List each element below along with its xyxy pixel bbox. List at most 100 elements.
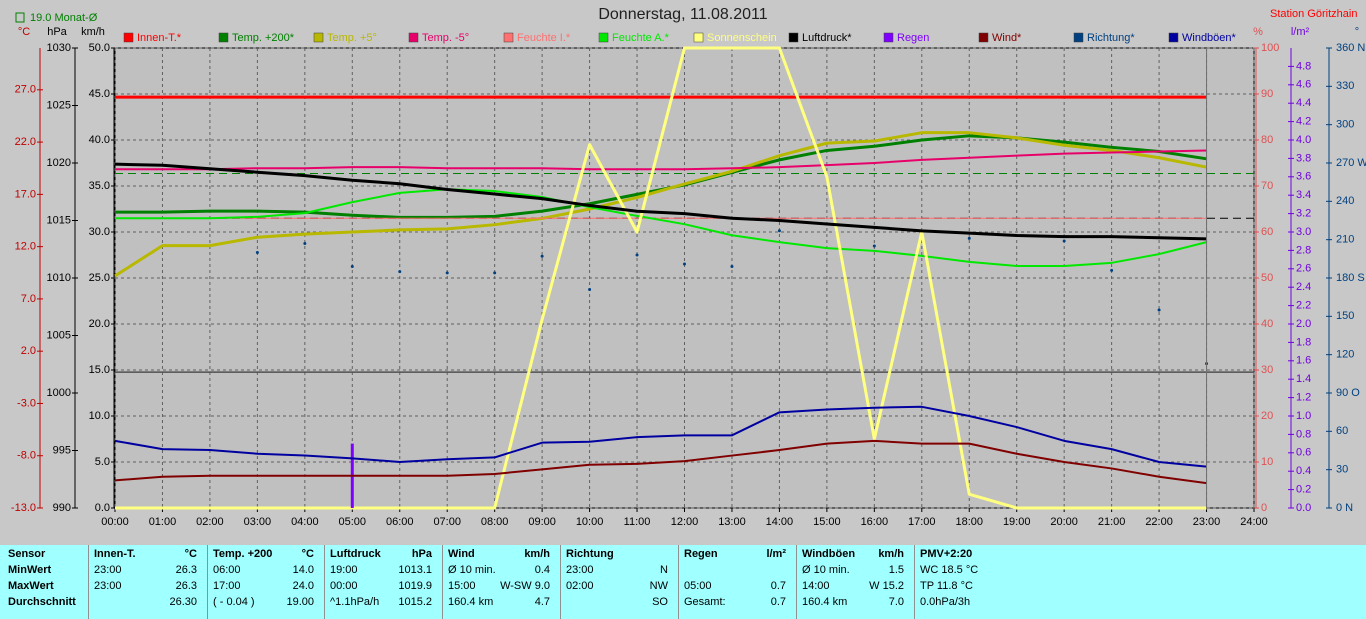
y-tick-label: 45.0 xyxy=(89,88,110,100)
y-tick-label: 40 xyxy=(1261,318,1273,330)
cell-value: SO xyxy=(652,596,668,608)
cell-label: 06:00 xyxy=(213,564,241,576)
series-line xyxy=(114,439,1207,485)
y-tick-label: 2.0 xyxy=(21,345,36,357)
y-tick-label: 1.8 xyxy=(1296,336,1311,348)
x-tick-label: 07:00 xyxy=(433,516,461,528)
y-tick-label: 30.0 xyxy=(89,226,110,238)
direction-dot xyxy=(777,229,781,233)
y-tick-label: 120 xyxy=(1336,349,1354,361)
legend-label: Temp. +5° xyxy=(327,32,377,44)
x-tick-label: 11:00 xyxy=(624,516,651,528)
y-tick-label: 3.2 xyxy=(1296,208,1311,220)
cell-value: W-SW 9.0 xyxy=(500,580,550,592)
row-label: MinWert xyxy=(8,564,52,576)
y-tick-label: 0.0 xyxy=(1296,502,1311,514)
cell-label: ^1.1hPa/h xyxy=(330,596,380,608)
y-tick-label: 0 N xyxy=(1336,502,1353,514)
legend-swatch xyxy=(408,32,419,43)
y-tick-label: 25.0 xyxy=(89,272,110,284)
y-tick-label: 1.6 xyxy=(1296,355,1311,367)
y-tick-label: 60 xyxy=(1261,226,1273,238)
y-tick-label: 100 xyxy=(1261,42,1279,54)
y-tick-label: 0.6 xyxy=(1296,447,1311,459)
legend-label: Richtung* xyxy=(1087,32,1135,44)
direction-dot xyxy=(730,265,734,268)
y-tick-label: 0 xyxy=(1261,502,1267,514)
column-separator xyxy=(324,545,325,619)
column-separator xyxy=(560,545,561,619)
x-tick-label: 16:00 xyxy=(861,516,889,528)
y-tick-label: 3.0 xyxy=(1296,226,1311,238)
axis-unit: ° xyxy=(1355,26,1359,38)
y-tick-label: 3.4 xyxy=(1296,189,1311,201)
cell-label: 160.4 km xyxy=(802,596,848,608)
legend-swatch xyxy=(788,32,799,43)
cell-value: 19.00 xyxy=(286,596,314,608)
column-header: Wind xyxy=(448,548,475,560)
y-tick-label: 40.0 xyxy=(89,134,110,146)
direction-dot xyxy=(303,242,307,245)
column-separator xyxy=(88,545,89,619)
column-separator xyxy=(914,545,915,619)
row-label: Sensor xyxy=(8,548,46,560)
y-tick-label: 4.2 xyxy=(1296,116,1311,128)
x-tick-label: 01:00 xyxy=(149,516,177,528)
legend-swatch xyxy=(598,32,609,43)
y-tick-label: 270 W xyxy=(1336,157,1366,169)
column-header: Regen xyxy=(684,548,718,560)
legend-swatch xyxy=(883,32,894,43)
column-header: Windböen xyxy=(802,548,856,560)
cell-label: 19:00 xyxy=(330,564,358,576)
direction-dot xyxy=(540,254,544,258)
x-tick-label: 12:00 xyxy=(671,516,699,528)
y-tick-label: 35.0 xyxy=(89,180,110,192)
cell-label: Ø 10 min. xyxy=(802,564,850,576)
legend-label: Windböen* xyxy=(1182,32,1237,44)
y-tick-label: 995 xyxy=(53,444,71,456)
summary-table: Sensor MinWert MaxWert Durchschnitt Innen-T.… xyxy=(0,545,1366,619)
x-tick-label: 15:00 xyxy=(813,516,841,528)
legend-swatch xyxy=(123,32,134,43)
x-tick-label: 08:00 xyxy=(481,516,509,528)
legend-swatch xyxy=(313,32,324,43)
x-tick-label: 22:00 xyxy=(1145,516,1173,528)
y-tick-label: 7.0 xyxy=(21,293,36,305)
cell-label: ( - 0.04 ) xyxy=(213,596,255,608)
column-header: Luftdruck xyxy=(330,548,381,560)
x-tick-label: 14:00 xyxy=(766,516,794,528)
column-header: Richtung xyxy=(566,548,614,560)
axis-unit: % xyxy=(1253,26,1263,38)
x-tick-label: 24:00 xyxy=(1240,516,1268,528)
column-header: Innen-T. xyxy=(94,548,136,560)
cell-label: 23:00 xyxy=(94,580,122,592)
column-separator xyxy=(442,545,443,619)
column-header: Temp. +200 xyxy=(213,548,273,560)
y-tick-label: 50 xyxy=(1261,272,1273,284)
cell-value: NW xyxy=(649,580,668,592)
cell-label: 14:00 xyxy=(802,580,830,592)
x-tick-label: 18:00 xyxy=(955,516,983,528)
direction-dot xyxy=(1157,308,1161,312)
x-tick-label: 03:00 xyxy=(244,516,272,528)
y-tick-label: 50.0 xyxy=(89,42,110,54)
legend-label: Sonnenschein xyxy=(707,32,777,44)
y-tick-label: 4.4 xyxy=(1296,97,1311,109)
cell-label: Gesamt: xyxy=(684,596,726,608)
monthly-avg-label: 19.0 Monat-Ø xyxy=(30,12,98,24)
legend-label: Feuchte A.* xyxy=(612,32,670,44)
y-tick-label: 2.0 xyxy=(1296,318,1311,330)
y-tick-label: 22.0 xyxy=(15,136,36,148)
cell-value: 26.30 xyxy=(169,596,197,608)
direction-dot xyxy=(588,288,592,291)
cell-label: 00:00 xyxy=(330,580,358,592)
x-tick-label: 19:00 xyxy=(1003,516,1031,528)
y-tick-label: 0.8 xyxy=(1296,428,1311,440)
series-line xyxy=(115,188,1207,268)
column-separator xyxy=(678,545,679,619)
direction-dot xyxy=(1062,239,1066,243)
x-tick-label: 09:00 xyxy=(528,516,556,528)
y-tick-label: 330 xyxy=(1336,80,1354,92)
x-tick-label: 04:00 xyxy=(291,516,319,528)
x-tick-label: 00:00 xyxy=(101,516,129,528)
